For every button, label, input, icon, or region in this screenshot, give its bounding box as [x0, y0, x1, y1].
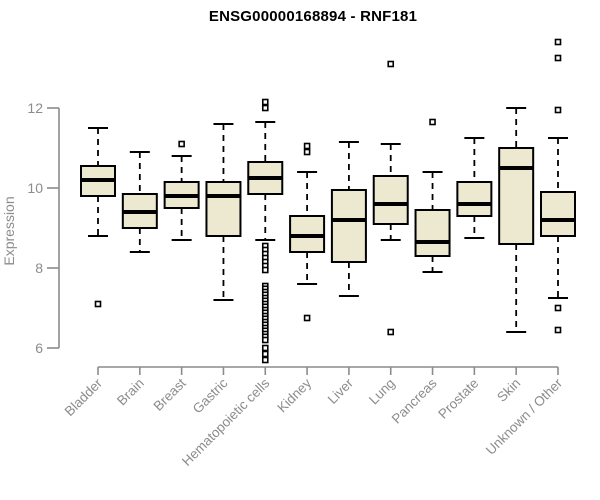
outlier-point [303, 314, 311, 322]
x-category-label: Bladder [62, 375, 106, 419]
x-category-label: Breast [151, 375, 189, 413]
box-group-kidney [289, 142, 326, 322]
outlier-point [303, 142, 311, 150]
box-group-gastric [205, 123, 242, 301]
outlier-point [261, 98, 269, 106]
y-tick-label: 10 [27, 180, 43, 196]
box-group-brain [121, 151, 158, 253]
iqr-box [498, 147, 535, 245]
x-category-label: Liver [325, 375, 357, 407]
iqr-box [414, 209, 451, 257]
iqr-box [540, 191, 576, 237]
outlier-point [261, 104, 269, 112]
box-group-skin [498, 107, 535, 333]
y-tick-label: 8 [35, 260, 43, 276]
outlier-point [261, 336, 269, 344]
outlier-point [178, 140, 185, 148]
box-group-bladder [80, 127, 116, 308]
outlier-point [261, 266, 269, 274]
x-category-label: Unknown / Other [483, 375, 566, 458]
iqr-box [456, 181, 493, 217]
y-tick-label: 6 [35, 340, 43, 356]
box-group-unknown-other [540, 38, 576, 334]
y-tick-label: 12 [27, 100, 43, 116]
iqr-box [372, 175, 409, 225]
outlier-point [261, 350, 269, 358]
outlier-point [303, 148, 311, 156]
x-category-label: Gastric [190, 375, 231, 416]
outlier-point [429, 118, 436, 126]
x-category-label: Pancreas [389, 375, 440, 426]
box-group-liver [330, 141, 367, 297]
outlier-point [387, 60, 395, 68]
x-category-label: Prostate [435, 376, 481, 422]
x-category-label: Brain [114, 376, 147, 409]
outlier-point [554, 106, 562, 114]
box-group-hematopoietic-cells [247, 98, 284, 364]
x-category-label: Skin [494, 376, 523, 405]
x-category-label: Lung [366, 376, 398, 408]
iqr-box [330, 189, 367, 263]
box-group-pancreas [414, 118, 451, 273]
box-group-breast [163, 140, 200, 241]
iqr-box [205, 181, 242, 237]
outlier-point [261, 344, 269, 352]
outlier-point [94, 300, 102, 308]
outlier-point [554, 304, 562, 312]
outlier-point [554, 326, 562, 334]
outlier-point [387, 328, 395, 336]
outlier-point [554, 38, 562, 46]
outlier-point [554, 54, 562, 62]
box-group-lung [372, 60, 409, 336]
chart-title: ENSG00000168894 - RNF181 [208, 8, 418, 25]
y-axis: 6 8 10 12 Expression [1, 100, 60, 356]
outlier-point [261, 356, 269, 364]
y-axis-title: Expression [1, 196, 17, 265]
box-group-prostate [456, 137, 493, 239]
x-category-label: Kidney [274, 375, 314, 415]
